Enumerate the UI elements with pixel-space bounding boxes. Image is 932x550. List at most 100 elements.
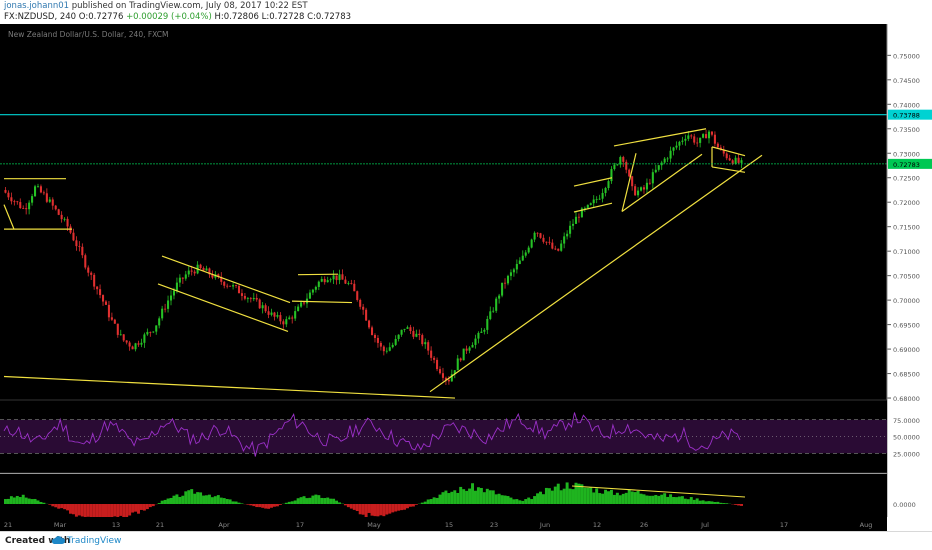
price-tick-label: 0.68000 [893, 395, 920, 403]
candle-body [613, 164, 616, 170]
candle-body [515, 263, 518, 270]
candle-body [521, 255, 524, 261]
candle-body [149, 331, 152, 333]
candle-body [462, 348, 465, 361]
time-tick-label: 23 [490, 521, 498, 529]
trendline[interactable] [573, 202, 613, 213]
price-chart-svg[interactable]: New Zealand Dollar/U.S. Dollar, 240, FXC… [0, 24, 932, 531]
histogram-bar [698, 500, 702, 504]
histogram-bar [609, 489, 613, 504]
histogram-bar [222, 498, 226, 504]
candle-body [202, 268, 205, 271]
candle-body [489, 311, 492, 319]
price-axis[interactable]: 0.75000 0.74500 0.74000 0.73500 0.73000 0.725… [886, 24, 920, 517]
candle-body [19, 202, 22, 209]
histogram-bar [429, 499, 433, 504]
trendline[interactable] [291, 300, 353, 304]
histogram-bar [12, 497, 16, 504]
histogram-bar [33, 498, 37, 504]
candle-body [4, 189, 7, 193]
candle-body [598, 198, 601, 200]
rsi-line [3, 412, 741, 457]
trendline[interactable] [429, 154, 763, 393]
candle-body [181, 277, 184, 279]
time-tick-label: Mar [54, 521, 67, 529]
trendline[interactable] [621, 153, 637, 212]
histogram-bar [382, 504, 386, 517]
candle-body [226, 285, 229, 287]
trendline[interactable] [711, 166, 746, 173]
histogram-bar [234, 501, 238, 504]
candle-body [356, 291, 359, 300]
histogram-bar [423, 501, 427, 504]
tradingview-brand-link[interactable]: TradingView [67, 536, 122, 546]
candle-body [75, 240, 78, 247]
candle-body [492, 310, 495, 312]
candle-body [696, 142, 699, 144]
candle-body [406, 327, 409, 329]
candle-body [504, 282, 507, 284]
price-tick-label: 0.74000 [893, 101, 920, 109]
candle-body [235, 285, 238, 286]
histogram-bar [488, 490, 492, 504]
chart-area[interactable]: New Zealand Dollar/U.S. Dollar, 240, FXC… [0, 24, 932, 531]
candle-body [707, 131, 711, 139]
candle-body [39, 186, 42, 193]
histogram-bar [240, 503, 244, 504]
histogram-bar [476, 487, 480, 504]
author-link[interactable]: jonas.johann01 [4, 1, 70, 11]
histogram-bar [343, 504, 347, 506]
histogram-bar [580, 484, 584, 504]
trendline[interactable] [613, 128, 707, 147]
histogram-bar [683, 498, 687, 504]
candle-body [167, 300, 170, 309]
histogram-bar [541, 494, 545, 504]
trendline[interactable] [157, 283, 289, 333]
candle-body [279, 315, 282, 322]
candle-body [471, 344, 474, 348]
candle-body [693, 136, 696, 143]
trendline[interactable] [161, 255, 291, 304]
histogram-bar [515, 499, 519, 504]
candle-body [533, 232, 536, 240]
time-axis[interactable]: 21 Mar 13 21 Apr 17 May 15 23 Jun 12 26 Jul 17 Aug [4, 521, 872, 529]
histogram-bar [364, 504, 368, 518]
trendline[interactable] [3, 204, 15, 230]
candle-body [495, 298, 498, 311]
candle-body [42, 192, 45, 194]
candle-body [155, 325, 158, 332]
histogram-bar [447, 493, 451, 504]
histogram-bar [577, 483, 581, 504]
candle-body [645, 182, 648, 190]
candle-body [548, 241, 551, 243]
trendline[interactable] [711, 146, 746, 157]
histogram-bar [544, 487, 548, 504]
histogram-bar [636, 490, 640, 504]
histogram-bar [438, 494, 442, 504]
candle-body [146, 331, 149, 335]
histogram-bar [586, 487, 590, 504]
price-label-badge [888, 158, 932, 169]
histogram-bar [249, 504, 253, 506]
histogram-bar [400, 504, 404, 511]
candle-body [415, 333, 418, 337]
histogram-trendline[interactable] [571, 485, 746, 498]
histogram-bar [601, 493, 605, 504]
price-pane[interactable] [0, 24, 887, 400]
trendline[interactable] [3, 375, 456, 399]
histogram-bar [205, 495, 208, 504]
histogram-bar [553, 486, 557, 504]
histogram-bar [453, 490, 457, 504]
histogram-bar [317, 495, 321, 504]
trendline[interactable] [573, 177, 613, 187]
candle-body [388, 347, 391, 351]
candle-body [252, 297, 255, 300]
candle-body [542, 237, 545, 242]
rsi-tick-label: 50.0000 [893, 434, 920, 442]
histogram-bar [151, 504, 155, 507]
candle-body [433, 357, 436, 360]
candle-body [199, 264, 202, 269]
candle-body [261, 305, 264, 309]
histogram-bar [27, 498, 31, 504]
histogram-bar [293, 500, 297, 504]
